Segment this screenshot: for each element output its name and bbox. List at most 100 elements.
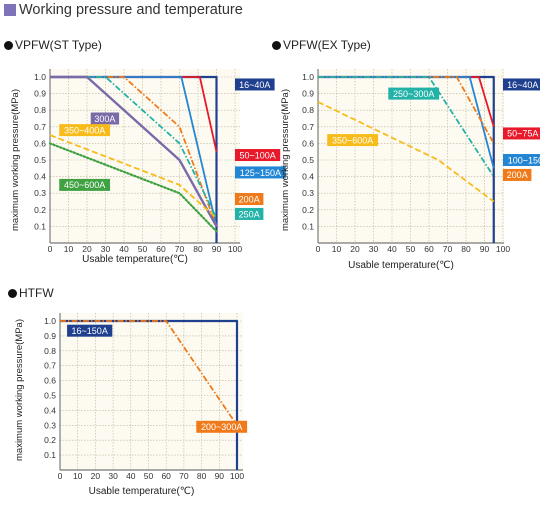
y-tick-label: 0.9 (302, 89, 314, 99)
x-tick-label: 20 (350, 244, 360, 254)
x-axis-label: Usable temperature(℃) (89, 486, 195, 497)
y-tick-label: 1.0 (302, 72, 314, 82)
series-label-badge (235, 166, 286, 179)
x-tick-label: 90 (215, 471, 225, 481)
series-label: 250A (239, 209, 260, 219)
x-tick-label: 90 (480, 244, 490, 254)
x-tick-label: 80 (197, 471, 207, 481)
y-tick-label: 0.4 (34, 172, 46, 182)
y-tick-label: 0.6 (34, 138, 46, 148)
y-tick-label: 0.6 (302, 138, 314, 148)
y-axis-label: maximum working pressure(MPa) (10, 89, 21, 231)
y-tick-label: 0.4 (44, 405, 56, 415)
x-tick-label: 50 (144, 471, 154, 481)
y-tick-label: 0.1 (44, 450, 56, 460)
y-tick-label: 0.7 (302, 122, 314, 132)
x-tick-label: 0 (316, 244, 321, 254)
y-tick-label: 0.8 (34, 105, 46, 115)
y-tick-label: 1.0 (34, 72, 46, 82)
chart-heading-htfw: HTFW (8, 286, 54, 300)
series-label-badge (503, 127, 540, 140)
x-tick-label: 100 (230, 471, 244, 481)
y-tick-label: 0.4 (302, 172, 314, 182)
y-tick-label: 0.5 (34, 155, 46, 165)
series-line (60, 320, 238, 426)
series-label-badge (235, 149, 281, 162)
x-tick-label: 100 (228, 244, 242, 254)
series-label-badge (503, 154, 540, 166)
series-label-badge (59, 178, 111, 191)
x-tick-label: 50 (138, 244, 148, 254)
x-tick-label: 40 (387, 244, 397, 254)
series-label: 200~300A (201, 422, 242, 432)
y-tick-label: 0.1 (34, 221, 46, 231)
y-tick-label: 0.7 (44, 361, 56, 371)
y-tick-label: 0.7 (34, 122, 46, 132)
x-tick-label: 40 (119, 244, 129, 254)
x-axis-label: Usable temperature(℃) (82, 254, 188, 265)
x-tick-label: 30 (101, 244, 111, 254)
x-tick-label: 20 (91, 471, 101, 481)
y-tick-label: 0.3 (44, 420, 56, 430)
series-label: 16~40A (239, 80, 270, 90)
x-tick-label: 70 (175, 244, 185, 254)
series-line (50, 75, 218, 227)
series-label: 200A (507, 170, 528, 180)
series-line (48, 142, 218, 233)
series-line (49, 134, 218, 219)
x-tick-label: 50 (406, 244, 416, 254)
y-tick-label: 0.2 (34, 205, 46, 215)
series-label-badge (503, 168, 532, 181)
x-tick-label: 60 (161, 471, 171, 481)
series-label-badge (235, 78, 275, 91)
series-label: 350~400A (64, 125, 105, 135)
series-label: 50~75A (507, 129, 538, 139)
y-tick-label: 0.6 (44, 376, 56, 386)
bullet-icon (272, 40, 281, 50)
y-axis-label: maximum working pressure(MPa) (280, 89, 291, 231)
x-tick-label: 40 (126, 471, 136, 481)
y-tick-label: 0.3 (302, 188, 314, 198)
series-label: 16~40A (507, 80, 538, 90)
x-tick-label: 80 (193, 244, 203, 254)
series-label: 100~150A (508, 155, 540, 165)
page-title-text: Working pressure and temperature (19, 2, 243, 18)
x-axis-label: Usable temperature(℃) (348, 260, 454, 271)
series-label: 50~100A (239, 150, 275, 160)
x-tick-label: 100 (496, 244, 510, 254)
series-label-badge (59, 124, 111, 137)
series-label-badge (67, 324, 113, 337)
y-tick-label: 0.5 (44, 391, 56, 401)
x-tick-label: 30 (369, 244, 379, 254)
y-tick-label: 0.8 (44, 346, 56, 356)
bullet-icon (4, 40, 13, 50)
x-tick-label: 20 (82, 244, 92, 254)
x-tick-label: 70 (443, 244, 453, 254)
title-marker-icon (4, 4, 16, 16)
series-label-badge (90, 112, 120, 125)
x-tick-label: 70 (179, 471, 189, 481)
x-tick-label: 0 (48, 244, 53, 254)
series-label-badge (196, 420, 248, 433)
chart-heading-ex: VPFW(EX Type) (272, 38, 371, 52)
series-label: 16~150A (72, 326, 108, 336)
y-tick-label: 0.9 (44, 331, 56, 341)
chart-heading-st: VPFW(ST Type) (4, 38, 102, 52)
x-tick-label: 30 (108, 471, 118, 481)
y-tick-label: 0.2 (302, 205, 314, 215)
x-tick-label: 80 (461, 244, 471, 254)
y-tick-label: 0.1 (302, 221, 314, 231)
series-line (318, 76, 495, 178)
chart-title-ex: VPFW(EX Type) (283, 38, 371, 52)
x-tick-label: 10 (73, 471, 83, 481)
y-axis-label: maximum working pressure(MPa) (14, 319, 25, 461)
y-tick-label: 0.2 (44, 435, 56, 445)
y-tick-label: 0.5 (302, 155, 314, 165)
y-tick-label: 1.0 (44, 316, 56, 326)
x-tick-label: 60 (156, 244, 166, 254)
series-label: 200A (239, 194, 260, 204)
y-tick-label: 0.3 (34, 188, 46, 198)
y-tick-label: 0.9 (34, 89, 46, 99)
